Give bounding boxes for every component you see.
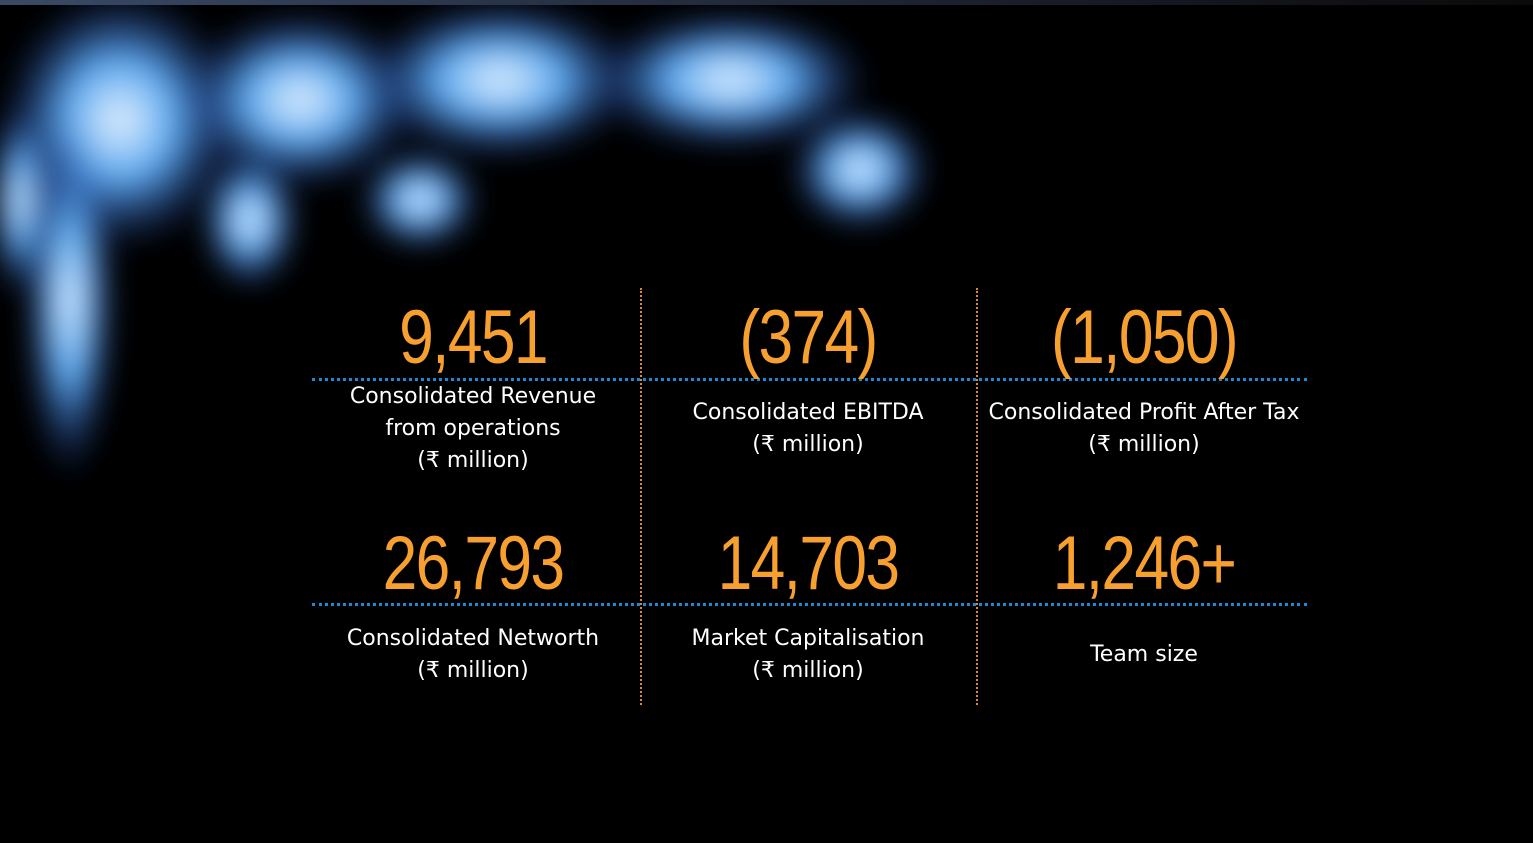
page: Key figures html, body { margin: 0; padd…: [0, 0, 1533, 843]
column-divider: [976, 288, 978, 705]
root: {"stats": [ {"value": "9,451", "label": …: [0, 0, 1533, 843]
label-line: Consolidated Networth: [308, 623, 638, 655]
label-line: Consolidated Revenue: [308, 381, 638, 413]
stat-value: 1,246+: [1009, 526, 1280, 602]
stat-label: Consolidated Networth(₹ million): [308, 623, 638, 687]
stat-label: Consolidated EBITDA(₹ million): [643, 397, 973, 461]
stat-label: Market Capitalisation(₹ million): [643, 623, 973, 687]
label-line: (₹ million): [308, 655, 638, 687]
label-line: (₹ million): [643, 429, 973, 461]
label-line: Consolidated Profit After Tax: [979, 397, 1309, 429]
stat-value: 26,793: [338, 526, 609, 602]
column-divider: [640, 288, 642, 705]
label-line: (₹ million): [308, 445, 638, 477]
label-line: (₹ million): [979, 429, 1309, 461]
stat-value: 14,703: [673, 526, 944, 602]
stat-value: (374): [673, 300, 944, 376]
stat-value: (1,050): [1009, 300, 1280, 376]
stat-label: Consolidated Profit After Tax(₹ million): [979, 397, 1309, 461]
label-line: (₹ million): [643, 655, 973, 687]
stat-value: 9,451: [338, 300, 609, 376]
label-line: from operations: [308, 413, 638, 445]
label-line: Consolidated EBITDA: [643, 397, 973, 429]
top-bar: [0, 0, 1533, 5]
stat-label: Team size: [979, 639, 1309, 671]
label-line: Team size: [979, 639, 1309, 671]
label-line: Market Capitalisation: [643, 623, 973, 655]
